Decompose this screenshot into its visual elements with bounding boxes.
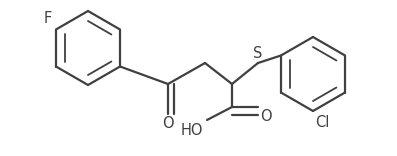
Text: O: O <box>162 116 174 131</box>
Text: HO: HO <box>181 123 203 138</box>
Text: Cl: Cl <box>315 115 330 130</box>
Text: O: O <box>260 109 272 124</box>
Text: S: S <box>253 46 263 61</box>
Text: F: F <box>44 11 52 26</box>
